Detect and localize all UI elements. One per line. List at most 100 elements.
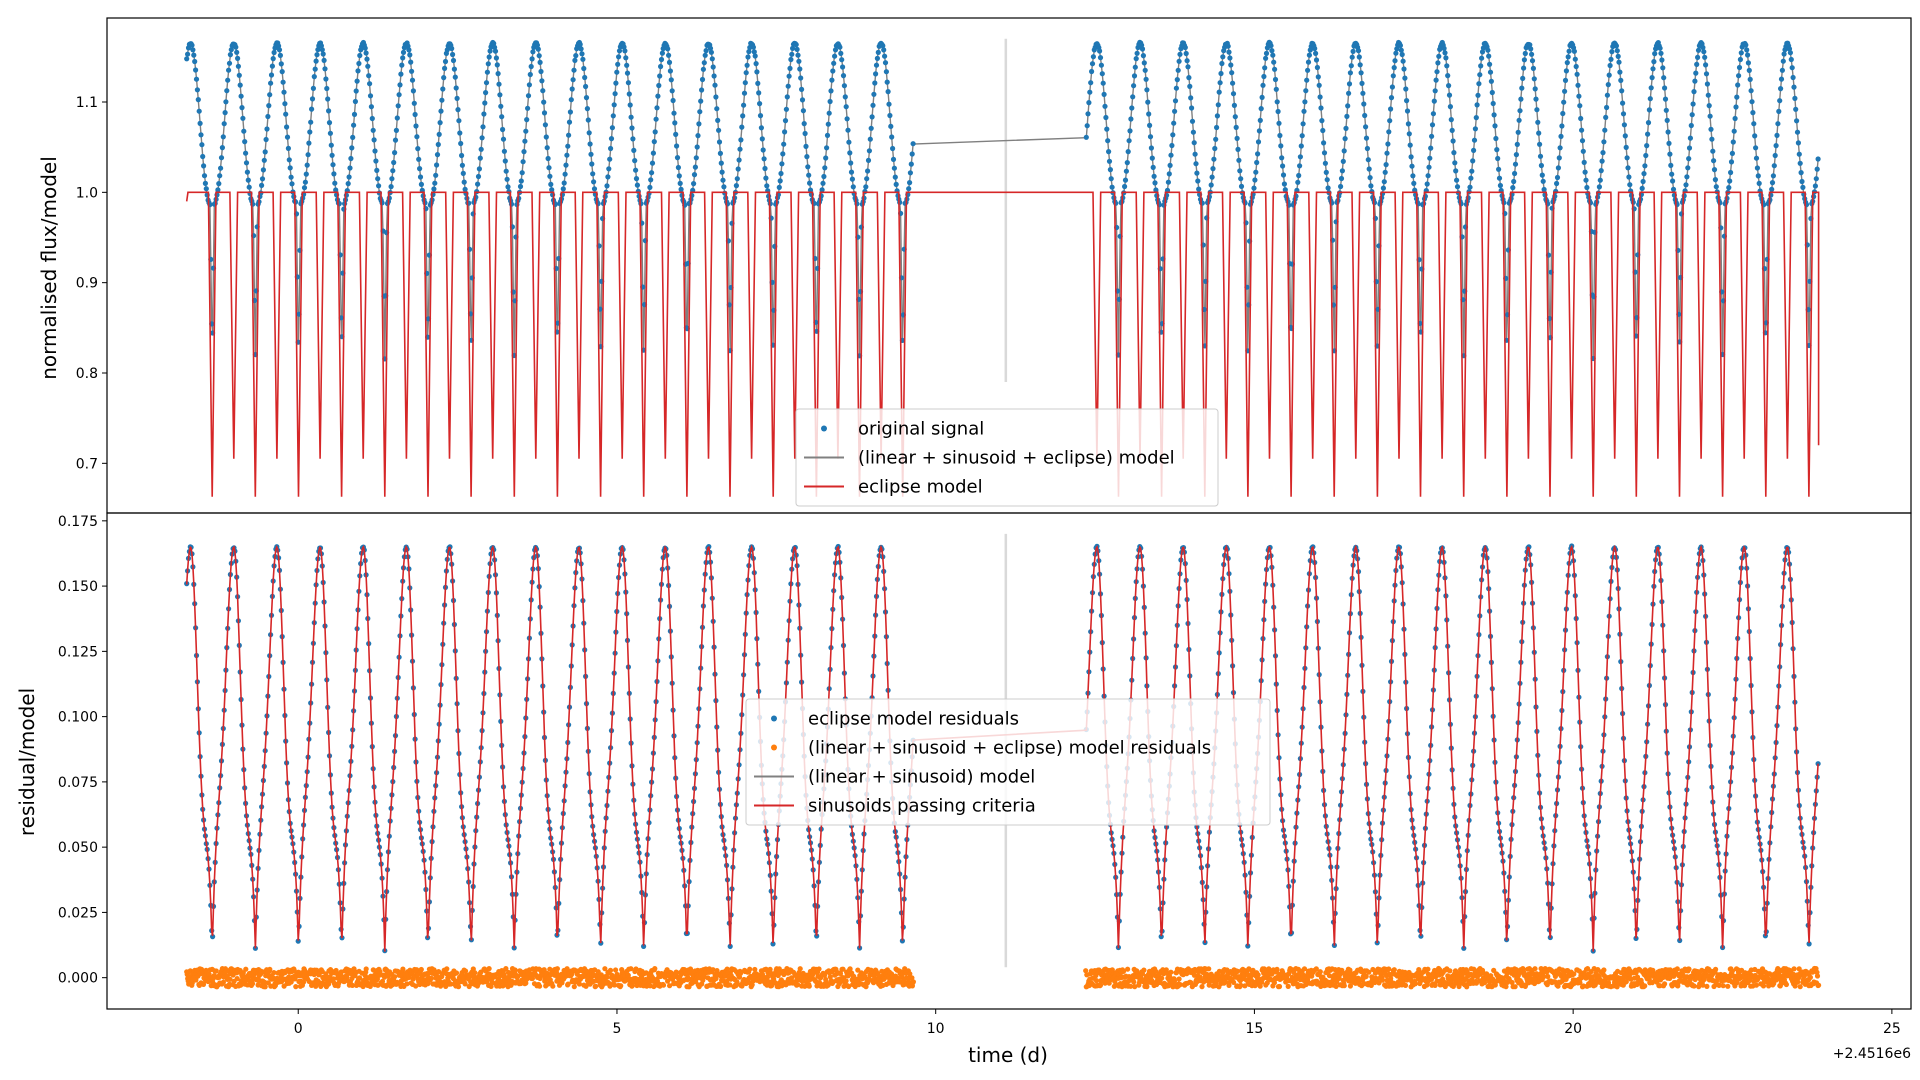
data-point — [318, 43, 324, 49]
data-point — [519, 170, 525, 176]
data-point — [184, 56, 190, 62]
data-point — [241, 128, 247, 134]
data-point — [710, 64, 716, 70]
data-point — [417, 174, 424, 180]
data-point — [540, 88, 546, 94]
data-point — [800, 108, 807, 114]
data-point — [1432, 88, 1438, 94]
data-point — [310, 85, 316, 91]
data-point — [1425, 173, 1431, 179]
data-point — [195, 97, 201, 103]
data-point — [491, 40, 497, 47]
data-point — [327, 130, 333, 136]
data-point — [1313, 50, 1319, 57]
data-point — [499, 114, 505, 120]
data-point — [1700, 982, 1706, 988]
data-point — [307, 129, 313, 135]
data-point — [1100, 80, 1106, 86]
data-point — [1270, 52, 1276, 58]
data-point — [824, 132, 831, 138]
data-point — [874, 55, 881, 62]
data-point — [1752, 133, 1758, 139]
data-point — [395, 103, 401, 109]
data-point — [1128, 983, 1134, 989]
data-point — [213, 968, 219, 974]
data-point — [633, 966, 639, 972]
data-point — [189, 42, 195, 48]
data-point — [1790, 74, 1796, 81]
data-point — [477, 155, 483, 161]
data-point — [1089, 61, 1096, 67]
data-point — [790, 45, 796, 52]
bottom-panel: 0.0000.0250.0500.0750.1000.1250.1500.175… — [15, 512, 1912, 1067]
data-point — [837, 44, 843, 50]
data-point — [439, 97, 445, 103]
data-point — [699, 76, 706, 83]
data-point — [1109, 184, 1115, 190]
data-point — [351, 122, 357, 128]
data-point — [610, 113, 616, 119]
data-point — [326, 120, 333, 126]
data-point — [1235, 146, 1241, 152]
data-point — [1168, 152, 1174, 158]
data-point — [1573, 63, 1579, 70]
data-point — [881, 47, 887, 53]
data-point — [1314, 64, 1320, 71]
data-point — [394, 115, 400, 121]
data-point — [1344, 113, 1350, 119]
data-point — [1368, 982, 1374, 989]
data-point — [353, 88, 359, 94]
data-point — [201, 173, 208, 179]
data-point — [908, 161, 914, 167]
data-point — [1618, 77, 1624, 83]
data-point — [243, 966, 249, 972]
data-point — [1472, 126, 1478, 132]
data-point — [356, 60, 362, 67]
data-point — [234, 976, 240, 982]
data-point — [237, 82, 243, 88]
data-point — [1558, 133, 1564, 139]
data-point — [265, 113, 271, 120]
data-point — [535, 46, 541, 52]
data-point — [1097, 982, 1104, 988]
data-point — [1452, 160, 1458, 166]
data-point — [585, 117, 591, 123]
data-point — [891, 165, 898, 171]
data-point — [1614, 48, 1620, 54]
data-point — [1276, 983, 1283, 990]
data-point — [1128, 116, 1134, 122]
data-point — [1691, 89, 1697, 95]
data-point — [1363, 135, 1370, 141]
data-point — [720, 177, 726, 183]
data-point — [1711, 158, 1717, 164]
data-point — [497, 92, 503, 98]
data-point — [650, 150, 657, 156]
data-point — [400, 966, 406, 972]
data-point — [1624, 155, 1630, 161]
data-point — [287, 165, 293, 171]
data-point — [362, 45, 368, 51]
data-point — [1269, 48, 1275, 54]
data-point — [752, 53, 758, 59]
data-point — [267, 966, 273, 972]
data-point — [1386, 966, 1392, 972]
data-point — [392, 137, 399, 143]
data-point — [626, 91, 632, 97]
data-point — [1601, 967, 1607, 973]
data-point — [1176, 976, 1182, 982]
data-point — [1446, 83, 1452, 89]
data-point — [1401, 66, 1407, 72]
data-point — [649, 170, 655, 176]
series-linear-sinusoid-eclipse-model — [186, 42, 1819, 360]
data-point — [1199, 984, 1205, 990]
data-point — [823, 155, 829, 161]
data-point — [1754, 165, 1760, 171]
data-point — [332, 180, 338, 186]
data-point — [1321, 140, 1327, 146]
data-point — [578, 46, 584, 52]
data-point — [1686, 145, 1693, 151]
data-point — [1537, 153, 1544, 159]
data-point — [718, 983, 724, 990]
data-point — [611, 982, 618, 988]
data-point — [354, 78, 360, 84]
